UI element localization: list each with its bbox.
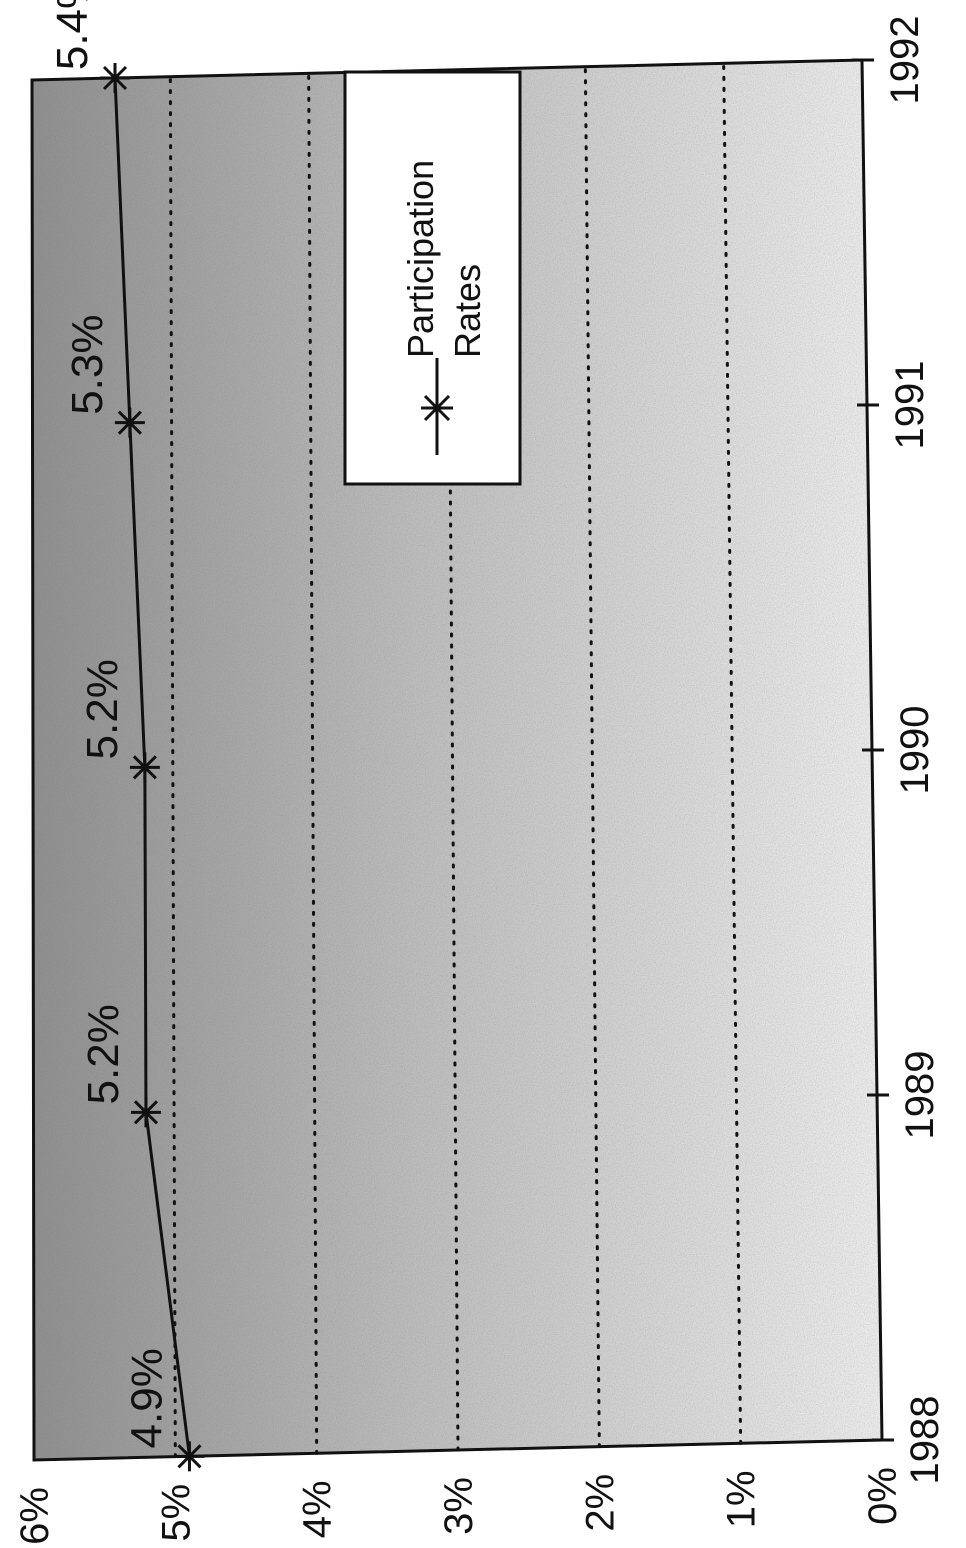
plot-stipple — [32, 60, 882, 1460]
legend-box — [343, 70, 522, 486]
x-axis-ticks — [852, 58, 894, 1442]
gridlines — [168, 61, 743, 1459]
data-label: 5.2% — [78, 659, 127, 759]
legend: Participation Rates — [343, 70, 522, 486]
data-point-marker — [100, 63, 130, 93]
data-point-marker — [129, 752, 160, 783]
gridline — [722, 61, 743, 1445]
gridline — [168, 75, 177, 1459]
legend-label-line-2: Rates — [447, 264, 488, 358]
data-point-marker — [114, 407, 145, 438]
plot-area — [30, 58, 884, 1462]
series-participation-rates — [100, 63, 205, 1472]
x-tick-label: 1990 — [893, 706, 937, 795]
data-point-marker — [174, 1441, 205, 1472]
data-point-marker — [130, 1097, 161, 1128]
y-tick-label: 4% — [296, 1480, 340, 1538]
legend-marker-icon — [421, 358, 453, 455]
gridline — [445, 68, 460, 1452]
data-label: 4.9% — [122, 1348, 171, 1448]
gridline — [583, 65, 601, 1449]
y-tick-label: 1% — [720, 1470, 764, 1528]
x-tick-label: 1989 — [898, 1051, 942, 1140]
y-tick-label: 5% — [154, 1484, 198, 1542]
data-labels: 4.9% 5.2% 5.2% 5.3% 5.4% — [48, 0, 171, 1448]
legend-label-line-1: Participation — [400, 160, 441, 358]
gridline — [307, 71, 319, 1455]
x-tick-label: 1988 — [903, 1396, 947, 1485]
x-tick-label: 1991 — [888, 361, 932, 450]
data-label: 5.3% — [63, 315, 112, 415]
y-tick-label: 2% — [578, 1474, 622, 1532]
data-label: 5.4% — [48, 0, 97, 70]
x-axis-tick-labels: 1988 1989 1990 1991 1992 — [883, 16, 947, 1485]
y-tick-label: 0% — [861, 1467, 905, 1525]
data-label: 5.2% — [79, 1004, 128, 1104]
y-tick-label: 3% — [437, 1477, 481, 1535]
x-tick-label: 1992 — [883, 16, 927, 105]
y-axis-tick-labels: 0% 1% 2% 3% 4% 5% 6% — [13, 1467, 905, 1545]
y-tick-label: 6% — [13, 1487, 57, 1545]
